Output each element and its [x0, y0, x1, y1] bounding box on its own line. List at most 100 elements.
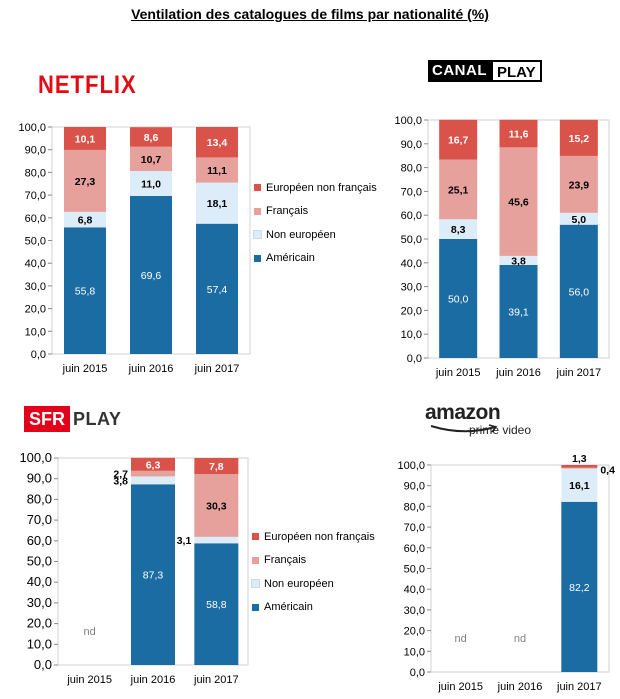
- x-tick-label: juin 2017: [556, 681, 602, 693]
- bar-segment: [194, 536, 239, 544]
- data-label: 57,4: [207, 284, 228, 296]
- y-tick-label: 0,0: [31, 349, 46, 361]
- y-tick-label: 10,0: [404, 646, 425, 658]
- data-label: 69,6: [141, 270, 162, 282]
- bar-segment: [559, 224, 598, 358]
- bar-segment: [499, 264, 538, 358]
- chart-svg: 0,0 10,0 20,0 30,0 40,0 50,0 60,0 70,0 80,0 90,0 1…: [18, 122, 251, 375]
- data-label: 0,4: [600, 465, 615, 477]
- chart-svg: 0,0 10,0 20,0 30,0 40,0 50,0 60,0 70,0 80,0 90,0 1…: [19, 450, 249, 686]
- y-tick-label: 60,0: [404, 543, 425, 555]
- legend-label: Américain: [266, 252, 315, 265]
- legend-item: Non européen: [253, 223, 377, 247]
- y-tick-label: 60,0: [401, 210, 422, 222]
- y-tick-label: 100,0: [19, 450, 52, 465]
- bar-segment: [130, 127, 172, 147]
- y-tick-label: 80,0: [401, 163, 422, 175]
- data-label: 25,1: [448, 184, 469, 196]
- legend-label: Français: [266, 205, 309, 218]
- x-tick-label: juin 2016: [130, 674, 176, 686]
- y-tick-label: 80,0: [25, 167, 46, 179]
- y-tick-label: 90,0: [401, 139, 422, 151]
- x-tick-label: juin 2015: [62, 363, 108, 375]
- data-label: 27,3: [75, 176, 96, 188]
- data-label: 8,6: [144, 132, 159, 144]
- y-tick-label: 10,0: [401, 329, 422, 341]
- legend-item: Français: [254, 200, 377, 224]
- data-label: 55,8: [75, 286, 96, 298]
- y-tick-label: 0,0: [34, 657, 52, 672]
- y-tick-label: 30,0: [404, 605, 425, 617]
- bar-segment: [561, 468, 598, 502]
- amazon-logo-sub: prime video: [469, 423, 532, 437]
- bar-segment: [499, 119, 538, 148]
- data-label: 58,8: [206, 599, 227, 611]
- bar-segment: [196, 127, 238, 158]
- bar-segment: [439, 239, 478, 358]
- x-tick-label: juin 2015: [437, 681, 483, 693]
- y-tick-label: 100,0: [18, 122, 46, 134]
- bar-segment: [64, 227, 106, 354]
- legend-swatch: [251, 579, 260, 589]
- legend-item: Européen non français: [254, 176, 377, 200]
- legend-swatch: [252, 603, 259, 611]
- legend: Européen non français Français Non europée…: [251, 525, 375, 619]
- legend-label: Non européen: [264, 577, 334, 590]
- data-label: 23,9: [569, 179, 590, 191]
- canalplay-logo-part2: PLAY: [491, 60, 542, 82]
- y-tick-label: 60,0: [25, 213, 46, 225]
- data-label: 11,6: [509, 129, 529, 141]
- data-label: 6,8: [78, 215, 93, 227]
- amazon-smile-icon: [430, 424, 498, 433]
- bar-segment: [131, 476, 175, 485]
- data-label: 16,1: [569, 480, 590, 492]
- data-label: 10,7: [141, 154, 162, 166]
- legend-swatch: [252, 556, 259, 564]
- sfrplay-logo-part2: PLAY: [73, 408, 122, 429]
- legend-swatch: [254, 254, 261, 262]
- legend-label: Européen non français: [266, 181, 377, 194]
- page-title: Ventilation des catalogues de films par …: [131, 6, 489, 22]
- amazon-chart: 0,0 10,0 20,0 30,0 40,0 50,0 60,0 70,0 80,0 90,0 1…: [384, 453, 615, 698]
- x-tick-label: juin 2017: [194, 363, 240, 375]
- y-tick-label: 60,0: [27, 533, 52, 548]
- data-label: 5,0: [572, 214, 587, 226]
- bar-segment: [561, 467, 598, 469]
- data-label: 30,3: [206, 501, 227, 513]
- bar-segment: [64, 127, 106, 150]
- legend-swatch: [254, 207, 261, 215]
- x-tick-label: juin 2017: [193, 674, 239, 686]
- y-tick-label: 20,0: [27, 616, 52, 631]
- bar-segment: [561, 465, 598, 468]
- data-label: 82,2: [569, 582, 590, 594]
- y-tick-label: 50,0: [25, 236, 46, 248]
- y-tick-label: 80,0: [404, 501, 425, 513]
- bar-segment: [130, 171, 172, 197]
- x-tick-label: juin 2015: [435, 367, 481, 379]
- y-tick-label: 90,0: [25, 145, 46, 157]
- bar-segment: [499, 255, 538, 265]
- legend-item: Européen non français: [252, 525, 375, 549]
- data-label: 6,3: [146, 459, 161, 471]
- canalplay-chart: 0,0 10,0 20,0 30,0 40,0 50,0 60,0 70,0 80,0 90,0 1…: [392, 110, 614, 385]
- legend: Européen non français Français Non europée…: [253, 176, 377, 271]
- legend-label: Américain: [264, 601, 313, 614]
- netflix-chart: 0,0 10,0 20,0 30,0 40,0 50,0 60,0 70,0 80,0 90,0 1…: [18, 118, 256, 380]
- bar-segment: [194, 543, 239, 665]
- data-label: 56,0: [569, 286, 590, 298]
- y-tick-label: 70,0: [25, 190, 46, 202]
- y-tick-label: 30,0: [25, 281, 46, 293]
- y-tick-label: 20,0: [401, 305, 422, 317]
- data-label: 3,8: [511, 255, 526, 267]
- legend-swatch: [253, 230, 262, 240]
- legend-item: Américain: [254, 247, 377, 271]
- bar-segment: [194, 474, 239, 537]
- legend-label: Non européen: [266, 228, 336, 241]
- missing-data-label: nd: [514, 633, 526, 645]
- y-tick-label: 10,0: [27, 636, 52, 651]
- y-tick-label: 10,0: [25, 326, 46, 338]
- bar-segment: [559, 212, 598, 225]
- legend-label: Européen non français: [264, 530, 375, 543]
- y-tick-label: 80,0: [27, 491, 52, 506]
- bar-segment: [559, 119, 598, 156]
